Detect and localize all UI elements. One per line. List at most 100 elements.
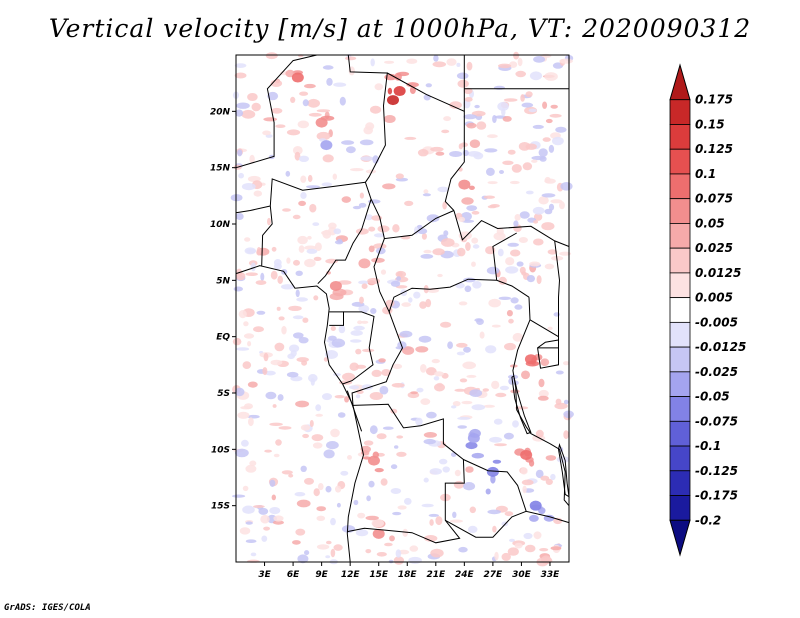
field-blob [318, 483, 324, 491]
field-blob [270, 270, 278, 280]
field-blob [300, 424, 311, 431]
field-blob [371, 257, 385, 263]
field-blob [370, 58, 375, 67]
field-blob [552, 136, 564, 146]
lake-outline [537, 339, 559, 369]
field-blob [509, 180, 520, 185]
field-blob [271, 494, 276, 501]
field-blob [486, 266, 500, 275]
field-blob [537, 395, 549, 401]
field-blob [457, 79, 469, 88]
field-blob [304, 258, 316, 268]
field-blob [520, 467, 528, 475]
field-blob [264, 370, 276, 376]
field-blob [402, 528, 409, 537]
field-blob [253, 505, 265, 508]
colorbar-box [669, 99, 691, 125]
field-blob [322, 65, 334, 70]
field-blob [300, 192, 307, 199]
field-blob [270, 359, 283, 366]
field-blob [361, 283, 368, 290]
field-blob [360, 320, 369, 324]
colorbar-label: -0.05 [695, 390, 730, 404]
field-blob [390, 488, 402, 494]
field-blob [389, 535, 395, 542]
lon-tick-label: 3E [258, 570, 271, 580]
field-blob [518, 237, 529, 243]
field-blob [391, 383, 405, 388]
field-core [393, 86, 406, 97]
field-core [329, 280, 342, 291]
field-blob [457, 425, 468, 429]
field-blob [239, 527, 251, 535]
field-blob [406, 58, 418, 64]
field-blob [514, 542, 523, 549]
field-blob [426, 411, 437, 419]
field-blob [271, 246, 277, 252]
field-blob [538, 196, 549, 205]
field-blob [431, 358, 440, 364]
field-blob [434, 383, 445, 392]
field-blob [363, 440, 374, 446]
field-blob [507, 149, 516, 155]
field-blob [485, 345, 497, 354]
field-blob [232, 494, 246, 498]
field-blob [242, 361, 252, 369]
field-blob [489, 204, 500, 208]
border-line [235, 54, 318, 169]
field-blob [293, 259, 300, 266]
border-line [342, 311, 375, 385]
lon-tick-label: 21E [426, 570, 446, 580]
field-blob [465, 466, 474, 473]
field-blob [532, 206, 545, 215]
field-blob [381, 369, 391, 376]
field-blob [331, 338, 346, 348]
field-core [529, 500, 542, 511]
field-blob [313, 295, 319, 301]
field-blob [466, 205, 478, 212]
field-blob [234, 387, 245, 397]
field-blob [297, 554, 309, 564]
field-blob [333, 228, 342, 235]
field-blob [245, 521, 253, 525]
field-blob [272, 520, 284, 525]
field-blob [471, 404, 486, 411]
field-blob [392, 224, 400, 233]
field-blob [322, 154, 334, 163]
colorbar-label: -0.1 [695, 439, 721, 453]
field-blob [498, 276, 507, 285]
field-blob [525, 190, 534, 195]
colorbar-box [669, 173, 691, 200]
field-blob [359, 139, 374, 146]
field-blob [295, 400, 310, 408]
field-blob [394, 445, 399, 449]
colorbar-box [669, 223, 691, 249]
colorbar-box [669, 148, 691, 175]
field-blob [469, 389, 483, 397]
field-blob [559, 251, 572, 256]
field-blob [453, 480, 465, 489]
field-core [486, 466, 499, 477]
field-blob [504, 511, 514, 517]
field-blob [333, 544, 343, 551]
field-blob [330, 326, 336, 331]
field-blob [541, 222, 555, 231]
field-blob [435, 516, 443, 526]
field-blob [485, 488, 491, 495]
field-blob [286, 129, 301, 136]
field-blob [408, 556, 422, 564]
colorbar-label: -0.075 [695, 414, 738, 428]
field-blob [382, 183, 396, 190]
field-blob [457, 416, 471, 420]
field-blob [423, 438, 436, 445]
field-blob [315, 413, 324, 417]
field-blob [245, 539, 257, 543]
field-core [315, 117, 328, 128]
grads-credit: GrADS: IGES/COLA [4, 603, 91, 613]
field-blob [371, 519, 384, 528]
field-blob [529, 71, 543, 81]
field-blob [281, 325, 287, 335]
field-blob [545, 455, 557, 461]
colorbar-box [669, 124, 691, 150]
field-blob [312, 442, 323, 449]
